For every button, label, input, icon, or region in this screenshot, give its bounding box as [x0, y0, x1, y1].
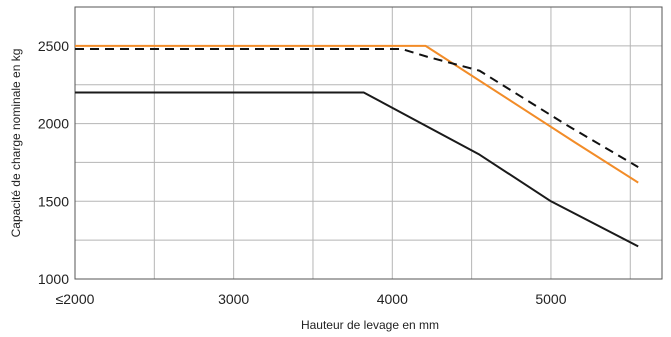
y-axis-title: Capacité de charge nominale en kg	[9, 49, 23, 238]
plot-frame	[74, 6, 663, 280]
y-tick-label: 2500	[38, 38, 69, 54]
x-tick-label: 5000	[535, 291, 566, 307]
series-line-0	[75, 44, 639, 184]
series-line-1	[75, 47, 639, 168]
grid	[74, 7, 662, 280]
x-tick-labels: ≤2000 3000 4000 5000	[56, 291, 567, 307]
x-tick-label: ≤2000	[56, 291, 95, 307]
x-tick-label: 3000	[218, 291, 249, 307]
y-tick-label: 1500	[38, 193, 69, 209]
x-axis-title: Hauteur de levage en mm	[301, 318, 439, 332]
x-tick-label: 4000	[377, 291, 408, 307]
y-tick-label: 2000	[38, 116, 69, 132]
series-layer	[75, 44, 639, 248]
y-tick-labels: 1000 1500 2000 2500	[38, 38, 69, 287]
y-tick-label: 1000	[38, 271, 69, 287]
series-line-2	[75, 91, 639, 248]
